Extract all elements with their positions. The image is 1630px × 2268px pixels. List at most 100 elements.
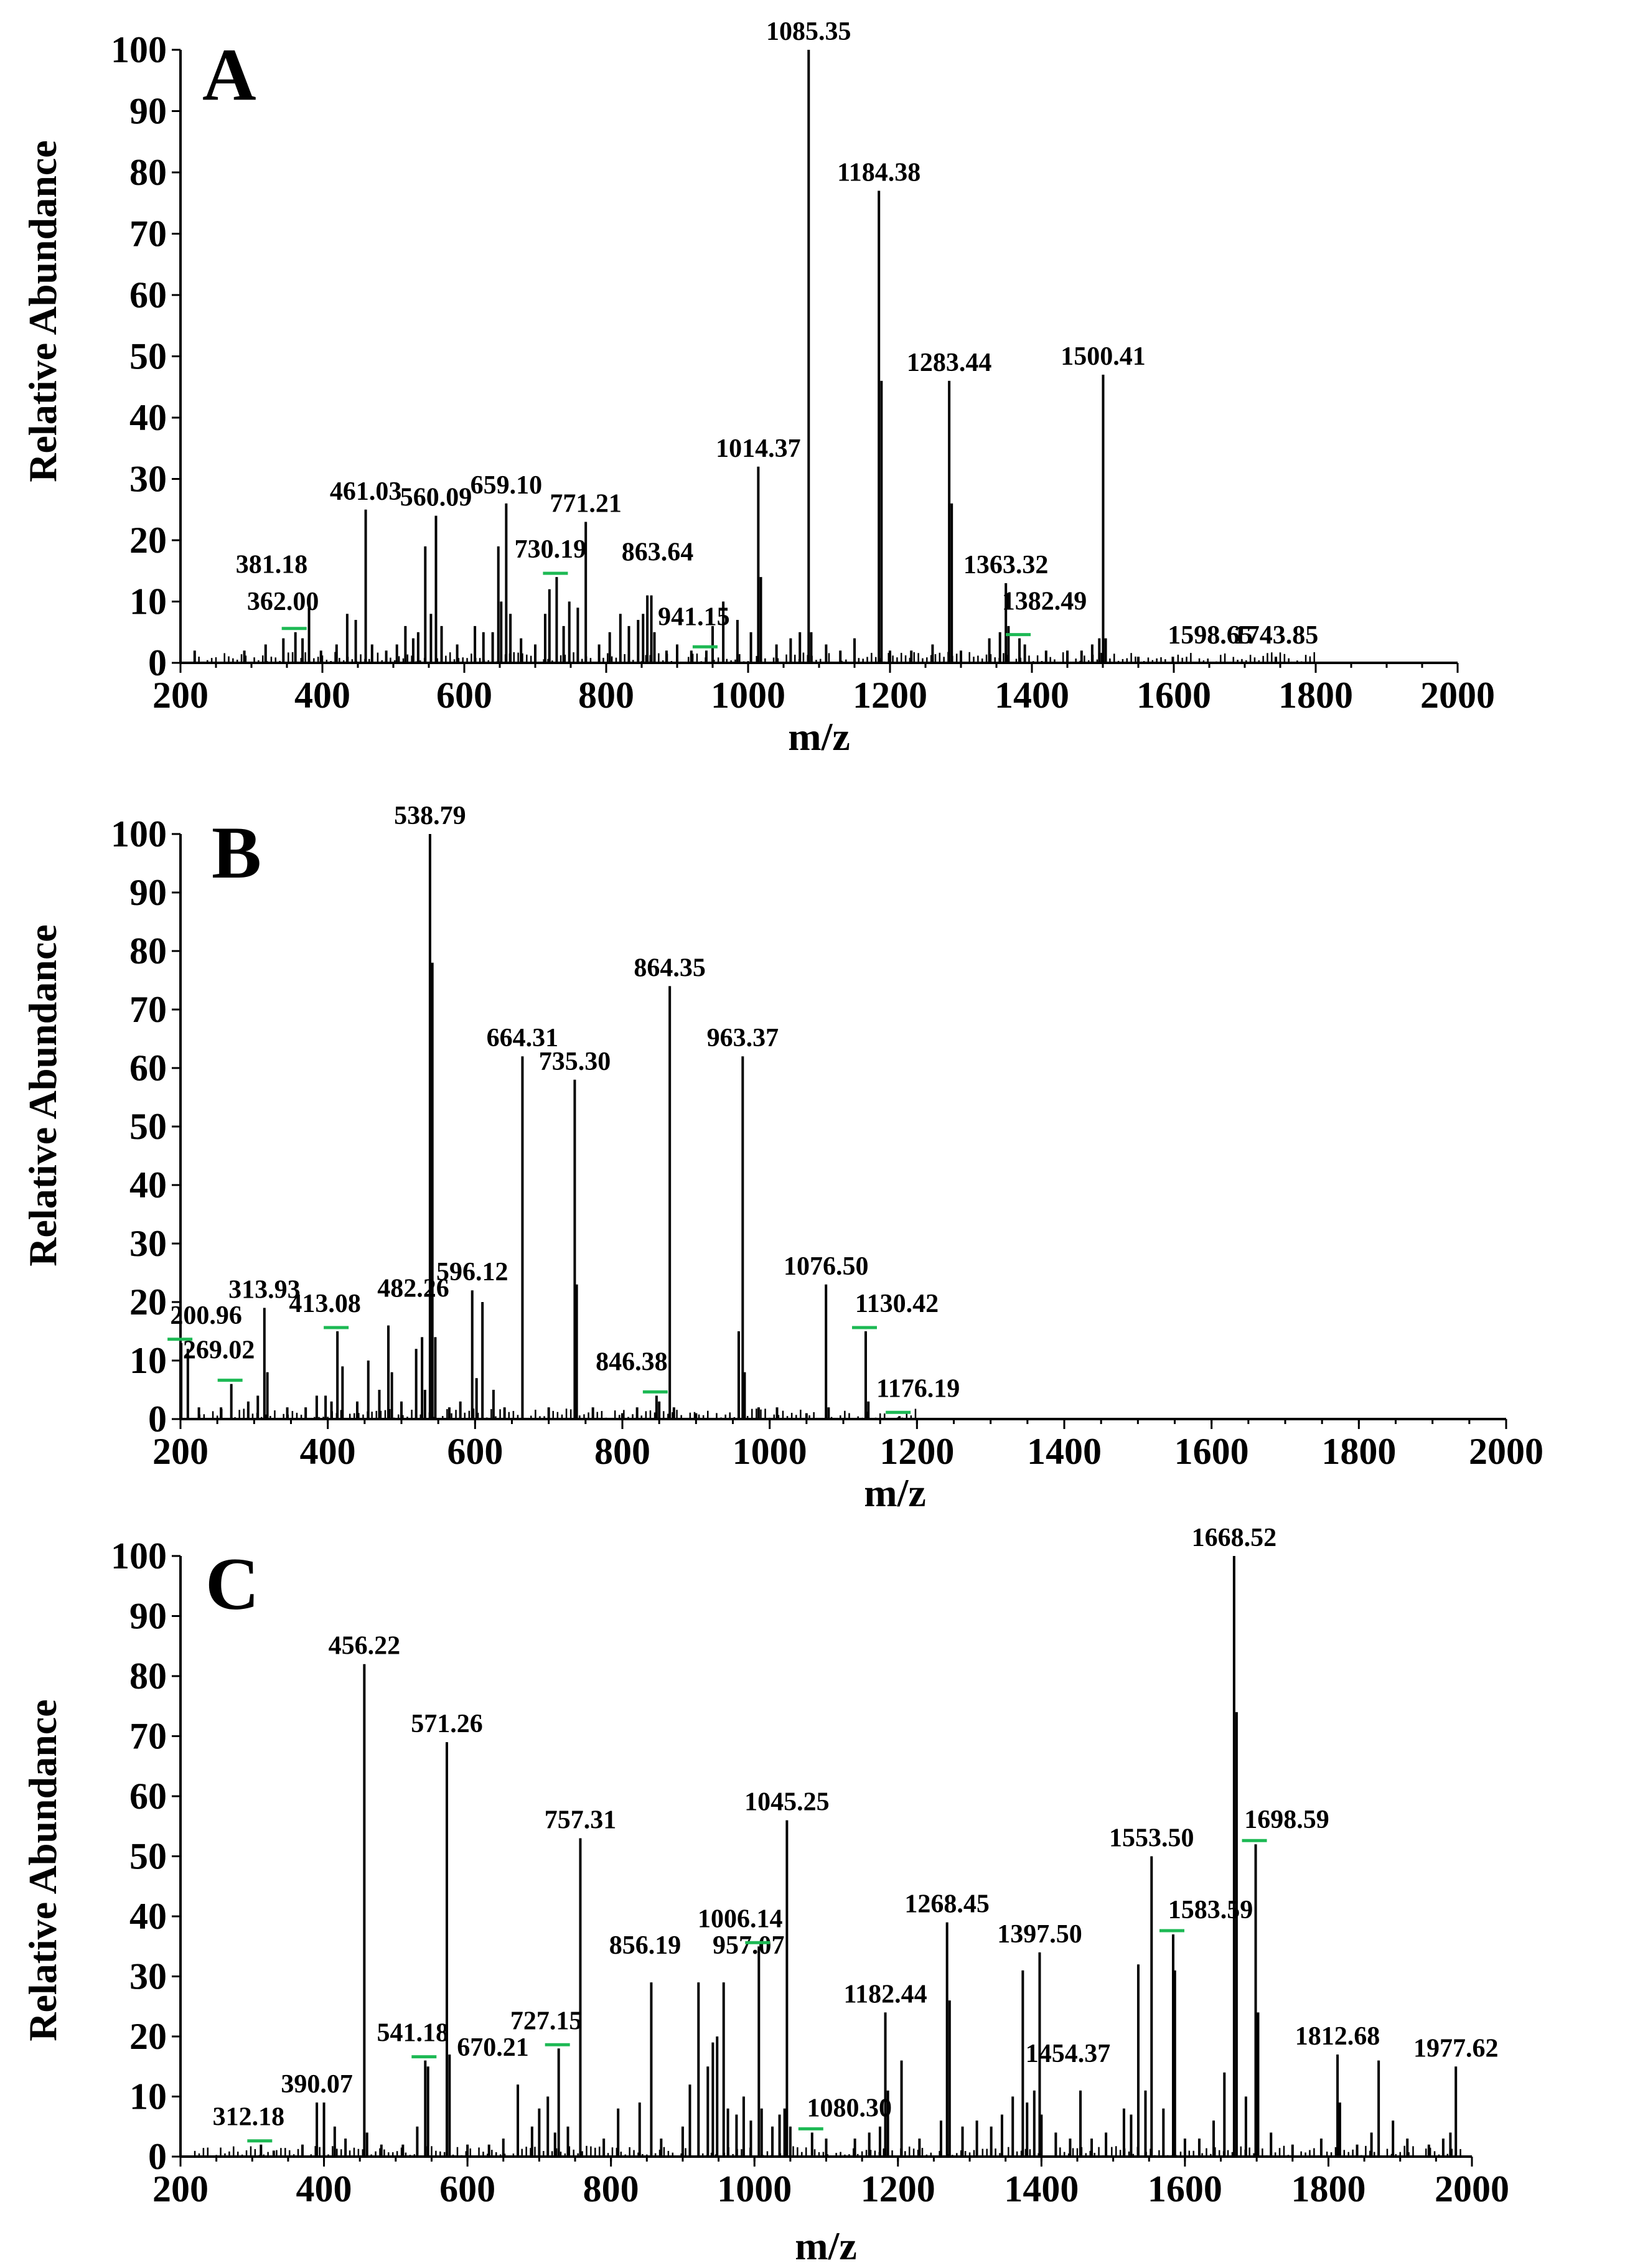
panel-label: B	[212, 811, 261, 894]
peak-label: 735.30	[539, 1047, 611, 1076]
axes: 0 10 20 30 40 50 60 70 80 90 100 200 400 600 800 1000 12…	[111, 29, 1495, 716]
x-tick-label: 800	[578, 675, 634, 716]
x-tick-label: 600	[447, 1431, 503, 1472]
y-axis-title: Relative Abundance	[21, 140, 65, 482]
peak-label: 1283.44	[907, 349, 992, 377]
y-tick-label: 90	[129, 872, 167, 913]
peak-label: 664.31	[487, 1024, 559, 1052]
x-tick-label: 1600	[1174, 1431, 1249, 1472]
peak-label: 413.08	[289, 1290, 361, 1318]
peak-label: 730.19	[515, 535, 587, 564]
peak-label: 269.02	[183, 1336, 255, 1365]
x-tick-label: 800	[594, 1431, 650, 1472]
y-tick-label: 40	[129, 1896, 167, 1937]
y-tick-label: 10	[129, 2076, 167, 2117]
x-tick-label: 1000	[733, 1431, 807, 1472]
peak-label: 560.09	[400, 484, 472, 512]
y-tick-label: 60	[129, 1047, 167, 1089]
y-axis-title: Relative Abundance	[21, 1699, 65, 2041]
peak-label: 856.19	[609, 1931, 682, 1960]
peak-label: 1583.59	[1168, 1896, 1253, 1924]
peak-label: 482.26	[377, 1275, 449, 1303]
x-axis-title: m/z	[864, 1471, 926, 1515]
peak-label: 1668.52	[1192, 1524, 1277, 1552]
y-tick-label: 90	[129, 1596, 167, 1637]
peak-label: 1397.50	[997, 1920, 1082, 1949]
y-tick-label: 100	[111, 813, 167, 855]
x-tick-label: 1000	[711, 675, 785, 716]
peak-label: 1363.32	[963, 551, 1049, 579]
y-tick-label: 80	[129, 152, 167, 193]
x-axis-title: m/z	[795, 2224, 857, 2268]
panel-c: Relative Abundance m/z C 0 10 20 30 40 50 60 70…	[21, 1524, 1509, 2268]
y-tick-label: 20	[129, 2016, 167, 2057]
y-tick-label: 100	[111, 1535, 167, 1577]
peak-label: 727.15	[510, 2007, 583, 2035]
y-tick-label: 30	[129, 1223, 167, 1264]
peak-label: 1006.14	[698, 1905, 783, 1933]
y-tick-label: 80	[129, 930, 167, 972]
y-tick-label: 60	[129, 274, 167, 316]
panel-label: C	[205, 1542, 260, 1625]
y-axis-title: Relative Abundance	[21, 924, 65, 1266]
x-tick-label: 2000	[1420, 675, 1495, 716]
peak-label: 757.31	[545, 1806, 617, 1835]
x-tick-label: 800	[583, 2168, 639, 2209]
x-tick-label: 1200	[879, 1431, 954, 1472]
peak-label: 1743.85	[1234, 621, 1319, 650]
y-tick-label: 40	[129, 1164, 167, 1206]
peak-label: 957.07	[713, 1931, 785, 1960]
y-tick-label: 50	[129, 1836, 167, 1877]
x-tick-label: 1400	[995, 675, 1069, 716]
peak-label: 846.38	[596, 1347, 668, 1376]
y-tick-label: 20	[129, 1282, 167, 1323]
y-tick-label: 0	[148, 642, 167, 683]
peak-label: 1977.62	[1413, 2034, 1499, 2063]
peak-label: 670.21	[457, 2033, 529, 2062]
peak-label: 1553.50	[1109, 1824, 1194, 1853]
peak-label: 571.26	[411, 1710, 483, 1738]
peak-label: 1598.65	[1168, 621, 1253, 650]
peak-label: 456.22	[329, 1632, 401, 1661]
y-tick-label: 0	[148, 2136, 167, 2177]
y-tick-label: 50	[129, 336, 167, 377]
peak-label: 1045.25	[744, 1788, 830, 1817]
peak-label: 1080.30	[807, 2094, 892, 2122]
minor-peaks	[194, 1712, 1461, 2157]
y-tick-label: 20	[129, 520, 167, 561]
x-tick-label: 400	[294, 675, 350, 716]
x-tick-label: 600	[436, 675, 492, 716]
x-tick-label: 400	[296, 2168, 352, 2209]
y-tick-label: 40	[129, 397, 167, 438]
x-tick-label: 2000	[1435, 2168, 1509, 2209]
x-tick-label: 1400	[1004, 2168, 1079, 2209]
peak-label: 312.18	[213, 2103, 285, 2132]
peak-label: 1382.49	[1002, 588, 1087, 616]
x-tick-label: 600	[439, 2168, 495, 2209]
peak-label: 1130.42	[855, 1290, 939, 1318]
peak-label: 1454.37	[1026, 2040, 1111, 2068]
y-tick-label: 70	[129, 213, 167, 255]
y-tick-label: 70	[129, 989, 167, 1030]
x-tick-label: 200	[152, 2168, 208, 2209]
y-tick-label: 60	[129, 1776, 167, 1817]
peak-label: 863.64	[622, 538, 694, 567]
peak-label: 864.35	[634, 954, 706, 982]
y-tick-label: 80	[129, 1656, 167, 1697]
peak-label: 1182.44	[843, 1980, 927, 2008]
peak-label: 313.93	[228, 1275, 301, 1304]
peak-label: 541.18	[377, 2019, 449, 2048]
panel-label: A	[202, 33, 256, 116]
peak-label: 1085.35	[766, 17, 851, 46]
x-tick-label: 1800	[1321, 1431, 1396, 1472]
x-tick-label: 1000	[717, 2168, 792, 2209]
labeled-peaks: 312.18 390.07 456.22 541.18 571.26 670.21727.…	[213, 1524, 1499, 2157]
x-tick-label: 200	[152, 1431, 208, 1472]
peak-label: 771.21	[550, 489, 622, 518]
peak-label: 200.96	[170, 1301, 242, 1330]
x-tick-label: 1200	[853, 675, 927, 716]
peak-label: 596.12	[436, 1258, 508, 1286]
peak-label: 1698.59	[1244, 1806, 1329, 1834]
x-axis-title: m/z	[788, 715, 850, 759]
